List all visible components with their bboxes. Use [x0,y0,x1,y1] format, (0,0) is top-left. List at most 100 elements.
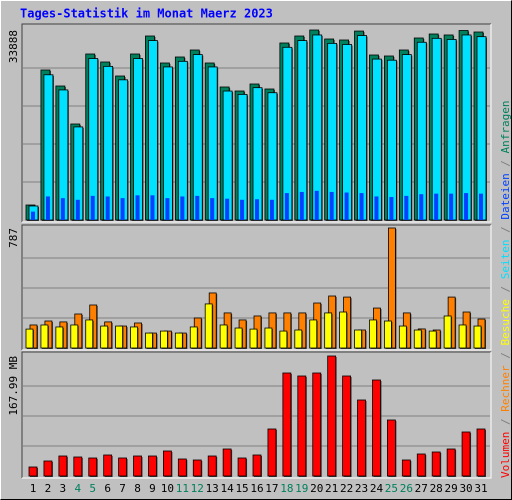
x-tick-label: 16 [250,482,263,495]
bar [449,193,454,220]
bar [148,455,157,477]
bar [240,199,245,220]
bar [401,459,411,477]
x-tick-label: 6 [104,482,111,495]
legend-separator: / [499,346,512,366]
bar [401,54,412,221]
bar [389,197,394,220]
bar [359,193,364,220]
bar [299,191,304,220]
legend-entry: Seiten [499,240,512,280]
bar [431,451,441,477]
bar [476,36,487,221]
bar [88,457,98,477]
x-tick-label: 12 [191,482,204,495]
bar [264,327,273,349]
bar [309,319,318,349]
bar [174,332,183,349]
bar [195,195,200,220]
bar [404,195,409,220]
bar [70,324,79,349]
legend-entry: Rechner [499,365,512,412]
x-tick-label: 20 [310,482,323,495]
bar [192,459,202,477]
bar [135,195,140,220]
bar [419,194,424,220]
panel-border [21,23,491,222]
bar [329,191,334,220]
x-tick-label: 24 [370,482,384,495]
panel-border [22,352,492,479]
x-tick-label: 13 [206,482,219,495]
legend-separator: / [499,153,512,173]
bar [284,193,289,220]
x-tick-label: 27 [415,482,428,495]
bar [431,37,442,221]
legend-separator: / [499,279,512,299]
bar [192,54,203,221]
bar [464,193,469,220]
bar [357,35,367,221]
x-tick-label: 29 [445,482,458,495]
x-tick-label: 2 [45,482,52,495]
bar [43,460,53,477]
bar [100,325,109,349]
y-tick-label: 33888 [7,30,20,63]
panel-border [21,224,491,350]
bar [75,199,80,220]
chart-title: Tages-Statistik im Monat Maerz 2023 [20,7,273,21]
bar [369,319,377,349]
bar [479,193,483,220]
bar [90,195,95,220]
bar [339,311,348,349]
bar [297,375,307,477]
bar [207,455,217,477]
bar [115,325,123,349]
x-tick-label: 10 [161,482,174,495]
bar [324,312,333,349]
bar [165,198,170,220]
bar [446,39,457,221]
bar [130,326,138,349]
bar [73,456,83,477]
bar [219,324,228,349]
bar [372,58,382,221]
legend-entry: Volumen [499,432,512,478]
bar [357,399,366,477]
bar [58,455,68,477]
x-tick-label: 1 [30,482,37,495]
bar [461,34,472,221]
bar [207,66,218,221]
bar [446,448,456,477]
panel-border [21,351,491,478]
legend-separator: / [499,220,512,240]
bar [180,196,185,220]
bar [222,448,232,477]
x-tick-label: 14 [221,482,235,495]
legend-entry: Besuche [499,299,512,345]
x-tick-label: 9 [149,482,156,495]
bar [413,329,422,349]
x-tick-label: 3 [60,482,67,495]
bar [314,190,319,220]
bar [372,379,381,477]
bar [159,330,168,349]
bar [386,59,397,221]
bar [55,326,64,349]
bar [294,329,303,349]
bar [25,328,34,349]
bar [398,325,407,349]
x-tick-label: 4 [74,482,81,495]
bar [416,453,426,477]
x-tick-label: 19 [295,482,308,495]
bar [473,325,482,349]
bar [252,454,262,477]
bar [374,196,379,220]
x-tick-label: 21 [325,482,338,495]
bar [282,372,292,477]
bar [249,328,258,349]
legend-entry: Dateien [499,173,512,219]
bar [225,198,230,220]
bar [344,192,349,220]
bar [458,324,467,349]
